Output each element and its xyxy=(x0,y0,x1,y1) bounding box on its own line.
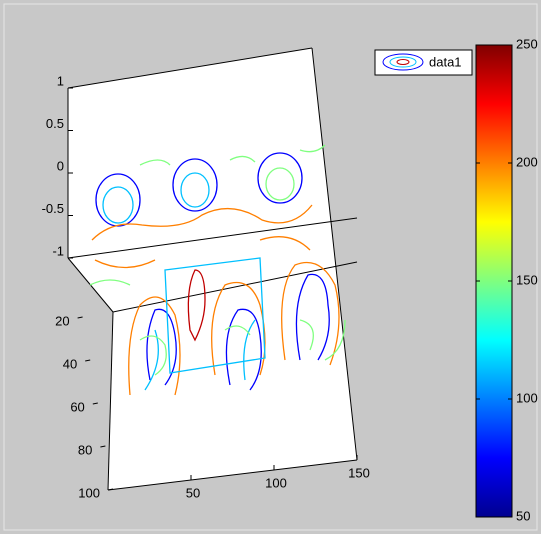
colorbar-tick-label: 50 xyxy=(516,508,530,523)
colorbar-tick-label: 150 xyxy=(516,272,538,287)
y-tick-label: 40 xyxy=(63,356,77,371)
figure: data1 1 0.5 0 -0.5 -1 20 40 60 80 100 50 100 150 50 10… xyxy=(0,0,541,534)
z-tick-label: -0.5 xyxy=(42,201,64,216)
colorbar-tick-label: 250 xyxy=(516,36,538,51)
y-tick-label: 60 xyxy=(70,399,84,414)
z-tick-label: 1 xyxy=(57,73,64,88)
z-tick-label: -1 xyxy=(52,243,64,258)
legend-label: data1 xyxy=(429,54,462,69)
z-tick-label: 0.5 xyxy=(46,116,64,131)
y-tick-label: 20 xyxy=(55,313,69,328)
colorbar-tick-label: 200 xyxy=(516,154,538,169)
y-tick-label: 80 xyxy=(78,442,92,457)
axes-area xyxy=(68,48,357,490)
colorbar-tick-label: 100 xyxy=(516,390,538,405)
x-tick-label: 150 xyxy=(348,465,370,480)
z-tick-label: 0 xyxy=(57,158,64,173)
y-tick-label: 100 xyxy=(78,485,100,500)
x-tick-label: 100 xyxy=(265,475,287,490)
x-tick-label: 50 xyxy=(186,485,200,500)
colorbar xyxy=(476,45,512,517)
